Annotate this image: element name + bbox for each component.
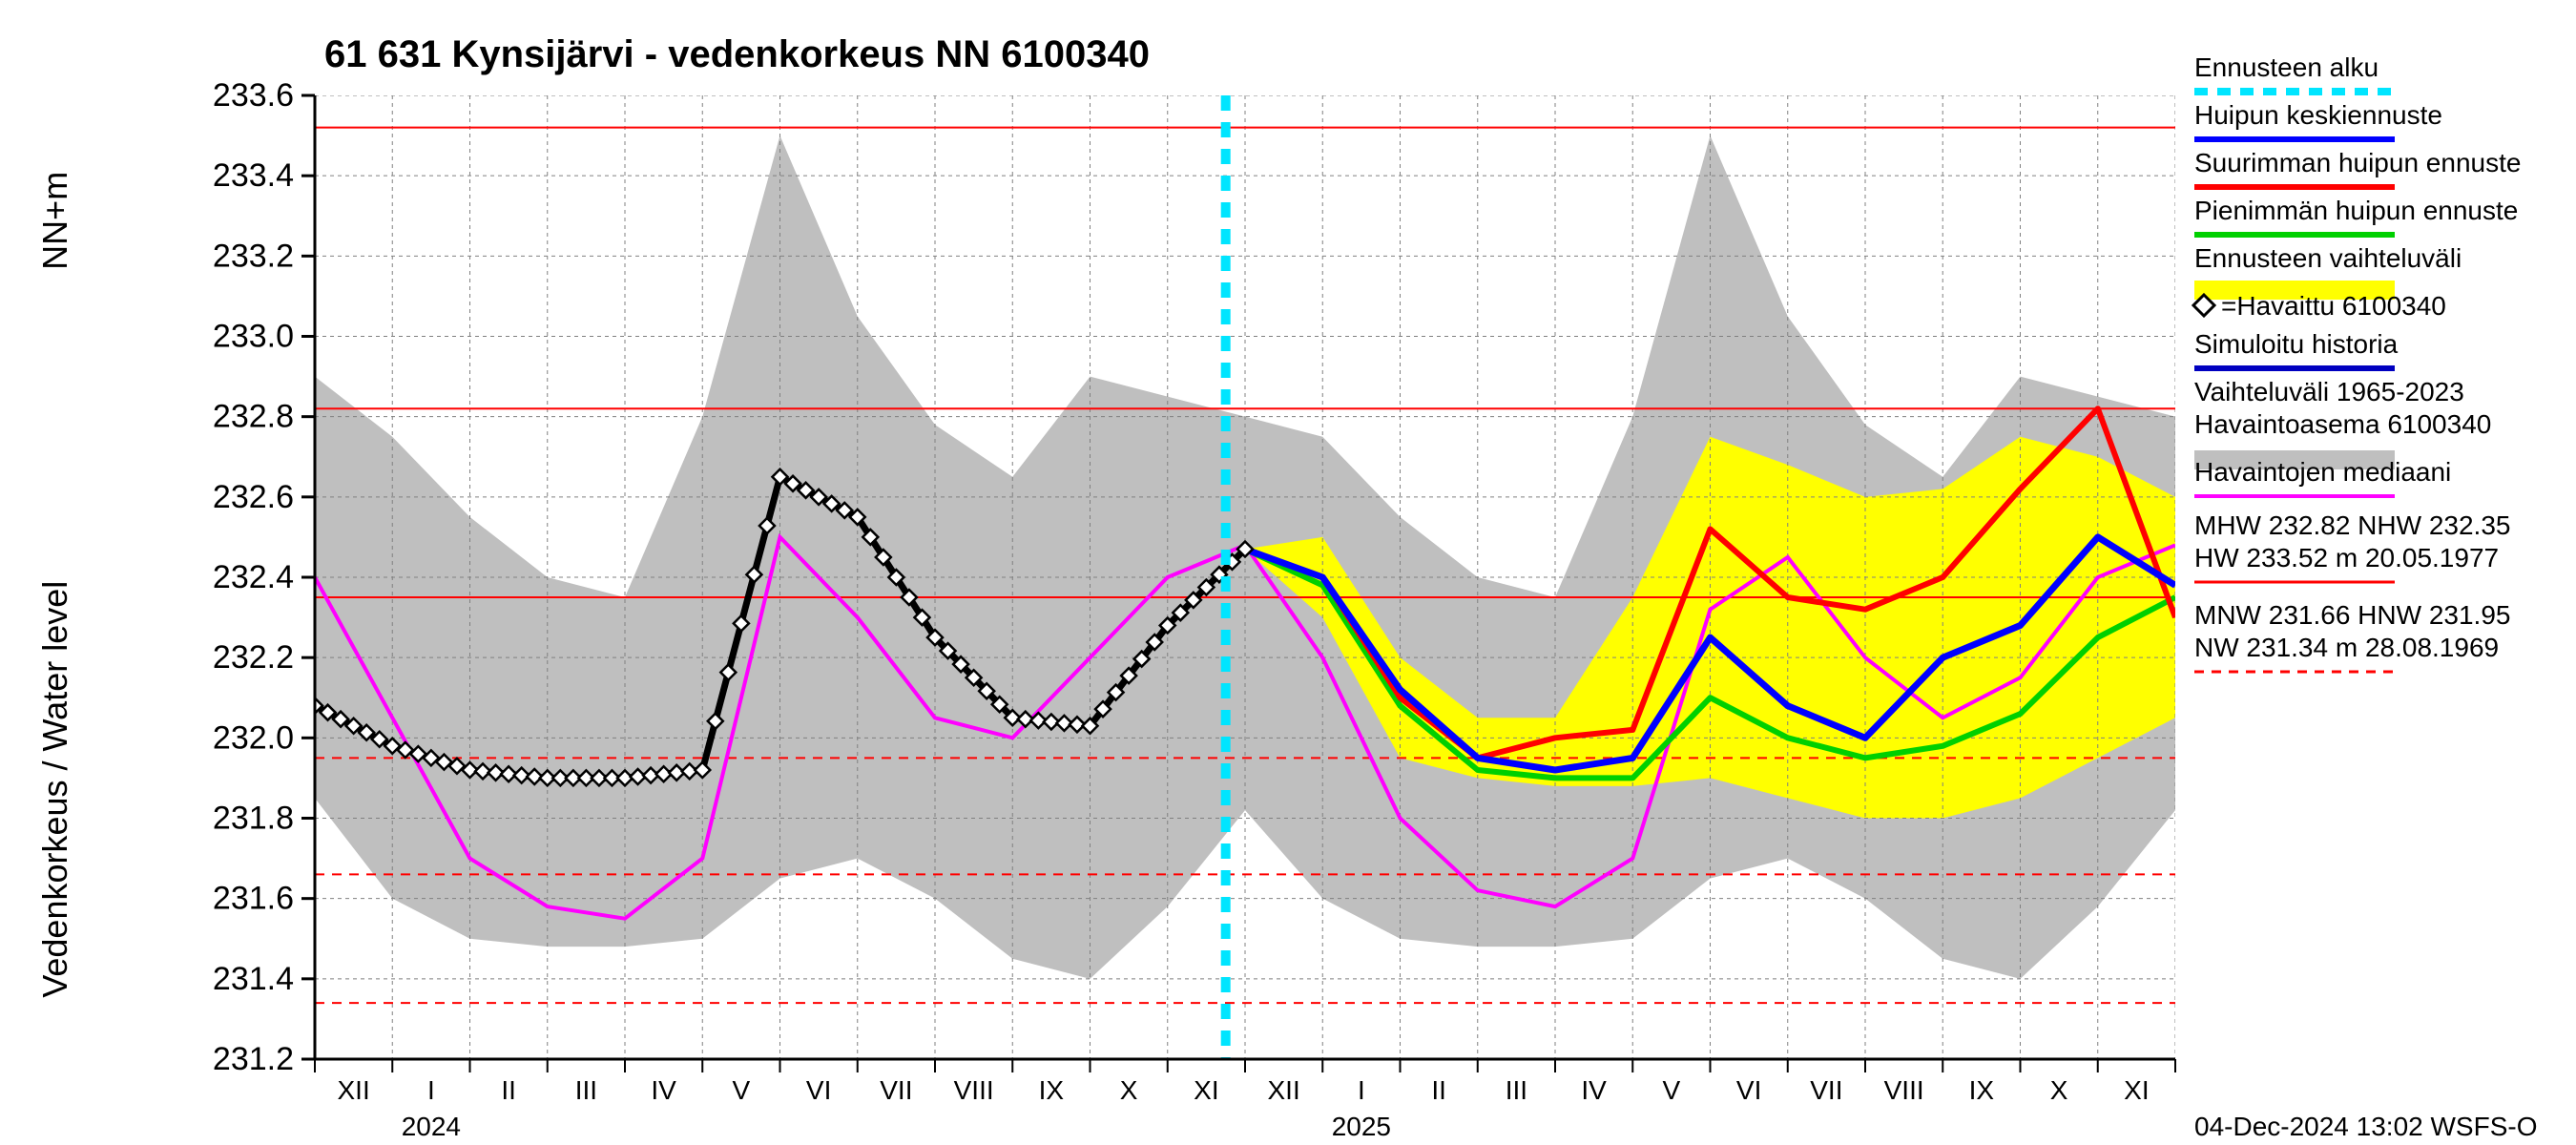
x-tick-label: X (1120, 1075, 1138, 1105)
y-tick-label: 231.2 (213, 1041, 294, 1077)
y-tick-label: 232.8 (213, 399, 294, 435)
x-tick-label: XII (338, 1075, 370, 1105)
x-tick-label: V (1663, 1075, 1681, 1105)
x-year-label: 2024 (402, 1112, 461, 1141)
y-axis-unit: NN+m (35, 172, 74, 270)
x-tick-label: VI (806, 1075, 831, 1105)
legend-label: Ennusteen vaihteluväli (2194, 243, 2462, 273)
x-tick-label: II (501, 1075, 516, 1105)
x-tick-label: I (427, 1075, 435, 1105)
x-tick-label: IX (1969, 1075, 1995, 1105)
water-level-chart: 231.2 231.4 231.6 231.8 232.0 232.2 232.4 232.6… (0, 0, 2576, 1145)
legend-label: =Havaittu 6100340 (2221, 291, 2446, 321)
x-tick-label: III (1506, 1075, 1527, 1105)
y-tick-label: 232.0 (213, 719, 294, 756)
x-tick-label: VI (1736, 1075, 1761, 1105)
legend-ref-text: NW 231.34 m 28.08.1969 (2194, 633, 2499, 662)
x-year-label: 2025 (1332, 1112, 1391, 1141)
x-tick-label: II (1431, 1075, 1446, 1105)
y-tick-label: 231.8 (213, 801, 294, 837)
y-tick-label: 233.6 (213, 77, 294, 114)
legend-ref-text: HW 233.52 m 20.05.1977 (2194, 543, 2499, 572)
x-tick-label: I (1358, 1075, 1365, 1105)
legend-sublabel: Havaintoasema 6100340 (2194, 409, 2491, 439)
legend-label: Vaihteluväli 1965-2023 (2194, 377, 2464, 406)
legend-label: Pienimmän huipun ennuste (2194, 196, 2518, 225)
y-tick-label: 233.0 (213, 319, 294, 355)
chart-footer: 04-Dec-2024 13:02 WSFS-O (2194, 1112, 2538, 1141)
legend-ref-text: MNW 231.66 HNW 231.95 (2194, 600, 2510, 630)
x-tick-label: V (733, 1075, 751, 1105)
chart-title: 61 631 Kynsijärvi - vedenkorkeus NN 6100… (324, 33, 1150, 75)
y-axis-label: Vedenkorkeus / Water level (35, 581, 74, 998)
x-tick-label: VIII (954, 1075, 994, 1105)
y-tick-label: 231.4 (213, 961, 294, 997)
legend-ref-text: MHW 232.82 NHW 232.35 (2194, 510, 2510, 540)
x-tick-label: VII (1810, 1075, 1842, 1105)
y-tick-label: 231.6 (213, 881, 294, 917)
x-tick-label: X (2050, 1075, 2068, 1105)
x-tick-label: XII (1268, 1075, 1300, 1105)
y-tick-label: 232.6 (213, 479, 294, 515)
x-tick-label: IV (651, 1075, 676, 1105)
legend-label: Suurimman huipun ennuste (2194, 148, 2521, 177)
chart-container: 231.2 231.4 231.6 231.8 232.0 232.2 232.4 232.6… (0, 0, 2576, 1145)
y-tick-label: 233.4 (213, 157, 294, 194)
legend-label: Huipun keskiennuste (2194, 100, 2442, 130)
x-tick-label: VIII (1884, 1075, 1924, 1105)
y-tick-label: 233.2 (213, 238, 294, 274)
x-tick-label: VII (880, 1075, 912, 1105)
legend-label: Havaintojen mediaani (2194, 457, 2451, 487)
x-tick-label: XI (1194, 1075, 1218, 1105)
legend-label: Ennusteen alku (2194, 52, 2379, 82)
x-tick-label: IV (1581, 1075, 1607, 1105)
x-tick-label: III (575, 1075, 597, 1105)
x-tick-label: IX (1039, 1075, 1065, 1105)
y-tick-label: 232.4 (213, 559, 294, 595)
x-tick-label: XI (2124, 1075, 2149, 1105)
y-tick-label: 232.2 (213, 639, 294, 676)
legend-label: Simuloitu historia (2194, 329, 2399, 359)
